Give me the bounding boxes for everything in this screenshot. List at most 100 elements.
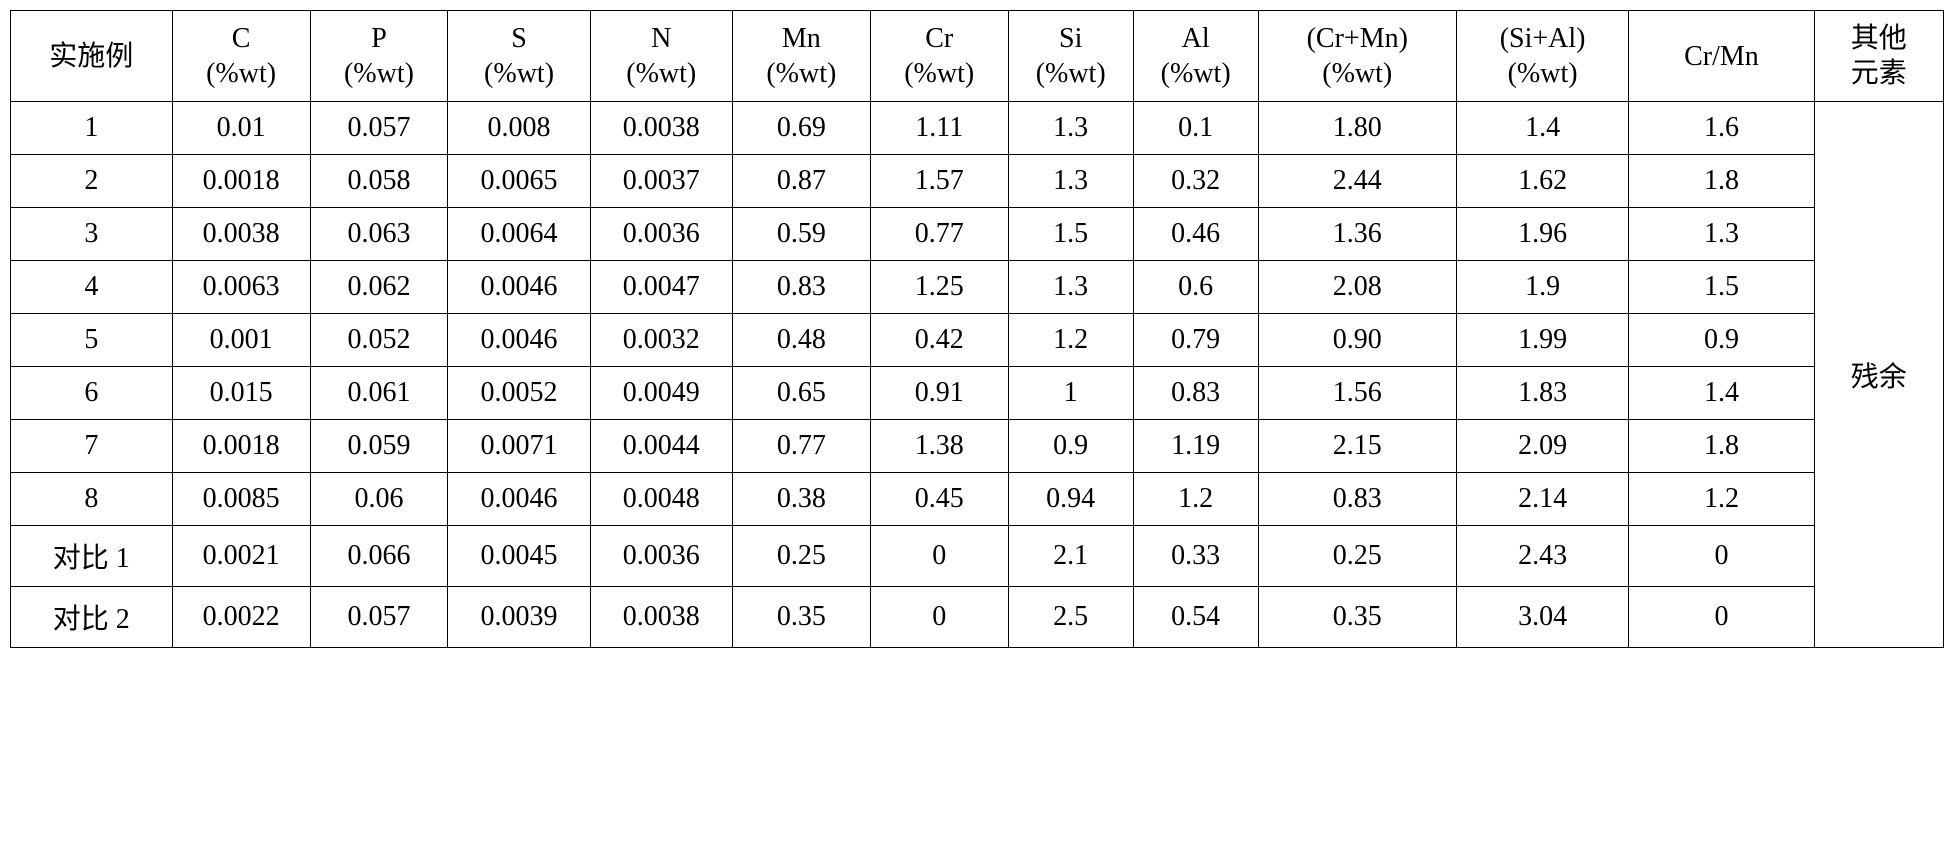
row-label: 6 <box>11 367 173 420</box>
cell: 0.42 <box>870 314 1008 367</box>
cell: 0.0018 <box>172 420 310 473</box>
cell: 0.0018 <box>172 155 310 208</box>
cell: 1.3 <box>1629 208 1814 261</box>
cell: 0.35 <box>1258 587 1456 648</box>
header-unit: (%wt) <box>179 56 304 91</box>
header-unit: (%wt) <box>1463 56 1622 91</box>
cell: 0 <box>1629 526 1814 587</box>
cell: 0.062 <box>310 261 448 314</box>
cell: 0.0046 <box>448 261 590 314</box>
cell: 0.83 <box>1133 367 1258 420</box>
row-label: 1 <box>11 102 173 155</box>
header-label: P <box>317 21 442 56</box>
cell: 1.57 <box>870 155 1008 208</box>
cell: 0.77 <box>732 420 870 473</box>
header-label: Al <box>1140 21 1252 56</box>
table-header-row: 实施例 C (%wt) P (%wt) S (%wt) N (%wt) Mn (… <box>11 11 1944 102</box>
cell: 2.14 <box>1456 473 1628 526</box>
row-label: 3 <box>11 208 173 261</box>
cell: 0.0036 <box>590 208 732 261</box>
header-label2: 元素 <box>1821 56 1937 91</box>
header-unit: (%wt) <box>454 56 583 91</box>
cell: 0.0044 <box>590 420 732 473</box>
header-unit: (%wt) <box>1015 56 1127 91</box>
header-si-plus-al: (Si+Al) (%wt) <box>1456 11 1628 102</box>
cell: 1.80 <box>1258 102 1456 155</box>
header-label: (Si+Al) <box>1463 21 1622 56</box>
header-unit: (%wt) <box>877 56 1002 91</box>
header-unit: (%wt) <box>1140 56 1252 91</box>
cell: 1.96 <box>1456 208 1628 261</box>
merged-residual-cell: 残余 <box>1814 102 1943 648</box>
cell: 1.3 <box>1008 155 1133 208</box>
cell: 0.0046 <box>448 314 590 367</box>
cell: 0.0036 <box>590 526 732 587</box>
cell: 1.8 <box>1629 420 1814 473</box>
row-label: 对比 1 <box>11 526 173 587</box>
cell: 1.4 <box>1629 367 1814 420</box>
table-row: 8 0.0085 0.06 0.0046 0.0048 0.38 0.45 0.… <box>11 473 1944 526</box>
header-label: 其他 <box>1821 21 1937 56</box>
cell: 0.0021 <box>172 526 310 587</box>
cell: 0.0038 <box>590 102 732 155</box>
row-label: 8 <box>11 473 173 526</box>
cell: 0 <box>870 587 1008 648</box>
table-row: 3 0.0038 0.063 0.0064 0.0036 0.59 0.77 1… <box>11 208 1944 261</box>
cell: 0.45 <box>870 473 1008 526</box>
cell: 1.83 <box>1456 367 1628 420</box>
cell: 1.36 <box>1258 208 1456 261</box>
cell: 0.066 <box>310 526 448 587</box>
cell: 2.1 <box>1008 526 1133 587</box>
cell: 0.25 <box>732 526 870 587</box>
cell: 0.48 <box>732 314 870 367</box>
cell: 0.0071 <box>448 420 590 473</box>
cell: 0.01 <box>172 102 310 155</box>
cell: 0.0045 <box>448 526 590 587</box>
header-example: 实施例 <box>11 11 173 102</box>
cell: 1.2 <box>1133 473 1258 526</box>
header-unit: (%wt) <box>317 56 442 91</box>
cell: 2.09 <box>1456 420 1628 473</box>
composition-table: 实施例 C (%wt) P (%wt) S (%wt) N (%wt) Mn (… <box>10 10 1944 648</box>
cell: 0.1 <box>1133 102 1258 155</box>
cell: 0.83 <box>732 261 870 314</box>
header-unit: (%wt) <box>739 56 864 91</box>
cell: 0.057 <box>310 102 448 155</box>
header-other-elements: 其他 元素 <box>1814 11 1943 102</box>
table-row: 2 0.0018 0.058 0.0065 0.0037 0.87 1.57 1… <box>11 155 1944 208</box>
cell: 0.061 <box>310 367 448 420</box>
cell: 0.90 <box>1258 314 1456 367</box>
cell: 0.0065 <box>448 155 590 208</box>
cell: 1.25 <box>870 261 1008 314</box>
cell: 1.2 <box>1629 473 1814 526</box>
table-row: 1 0.01 0.057 0.008 0.0038 0.69 1.11 1.3 … <box>11 102 1944 155</box>
cell: 0.063 <box>310 208 448 261</box>
header-unit: (%wt) <box>597 56 726 91</box>
cell: 0.91 <box>870 367 1008 420</box>
table-row: 对比 1 0.0021 0.066 0.0045 0.0036 0.25 0 2… <box>11 526 1944 587</box>
header-label: Mn <box>739 21 864 56</box>
header-n: N (%wt) <box>590 11 732 102</box>
cell: 0.6 <box>1133 261 1258 314</box>
cell: 0.0038 <box>590 587 732 648</box>
header-label: C <box>179 21 304 56</box>
header-unit: (%wt) <box>1265 56 1450 91</box>
header-label: 实施例 <box>17 39 166 74</box>
cell: 0.38 <box>732 473 870 526</box>
cell: 0.0064 <box>448 208 590 261</box>
cell: 0.0085 <box>172 473 310 526</box>
cell: 1.11 <box>870 102 1008 155</box>
cell: 2.44 <box>1258 155 1456 208</box>
header-cr-plus-mn: (Cr+Mn) (%wt) <box>1258 11 1456 102</box>
header-al: Al (%wt) <box>1133 11 1258 102</box>
header-cr: Cr (%wt) <box>870 11 1008 102</box>
cell: 1.38 <box>870 420 1008 473</box>
header-label: Cr/Mn <box>1635 39 1807 74</box>
row-label: 7 <box>11 420 173 473</box>
cell: 3.04 <box>1456 587 1628 648</box>
cell: 0.015 <box>172 367 310 420</box>
cell: 0.052 <box>310 314 448 367</box>
cell: 0.0032 <box>590 314 732 367</box>
cell: 0.0039 <box>448 587 590 648</box>
header-label: (Cr+Mn) <box>1265 21 1450 56</box>
